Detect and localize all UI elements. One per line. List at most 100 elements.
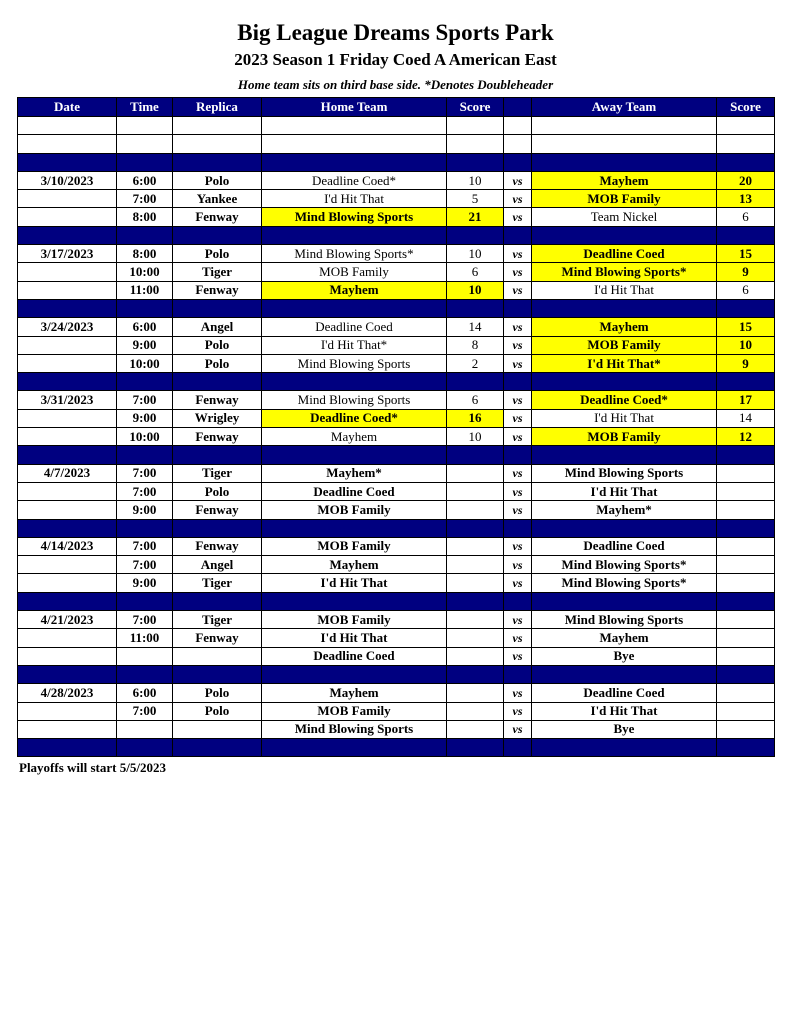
header-away-score: Score	[716, 97, 775, 117]
game-time: 7:00	[116, 463, 173, 483]
empty-cell	[503, 115, 532, 136]
game-replica-field: Fenway	[172, 628, 262, 648]
separator-cell	[116, 664, 173, 685]
home-score	[446, 536, 504, 557]
separator-cell	[116, 738, 173, 758]
game-row: 4/7/2023 7:00 Tiger Mayhem* vs Mind Blowing S…	[17, 463, 775, 483]
game-time: 7:00	[116, 610, 173, 630]
empty-cell	[17, 115, 117, 136]
separator-cell	[503, 664, 532, 685]
week-separator	[17, 298, 775, 319]
page-title: Big League Dreams Sports Park	[237, 20, 554, 45]
away-team: MOB Family	[531, 427, 717, 447]
vs-label: vs	[503, 335, 532, 355]
home-score	[446, 628, 504, 648]
game-row: Deadline Coed vs Bye	[17, 646, 775, 666]
separator-cell	[503, 738, 532, 758]
game-date	[17, 335, 117, 355]
separator-cell	[531, 372, 717, 392]
empty-cell	[116, 115, 173, 136]
empty-cell	[172, 115, 262, 136]
home-score: 10	[446, 280, 504, 300]
separator-cell	[503, 372, 532, 392]
separator-cell	[716, 518, 775, 538]
home-team: MOB Family	[261, 610, 447, 630]
separator-cell	[531, 591, 717, 612]
game-row: 11:00 Fenway Mayhem 10 vs I'd Hit That 6	[17, 280, 775, 300]
week-separator	[17, 738, 775, 758]
empty-cell	[261, 134, 447, 154]
away-team: Mind Blowing Sports*	[531, 262, 717, 282]
home-score: 21	[446, 207, 504, 227]
home-score: 10	[446, 244, 504, 264]
separator-cell	[172, 664, 262, 685]
game-replica-field	[172, 646, 262, 666]
header-time: Time	[116, 97, 173, 117]
vs-label: vs	[503, 244, 532, 264]
week-separator	[17, 445, 775, 465]
separator-cell	[172, 445, 262, 465]
game-replica-field: Fenway	[172, 536, 262, 557]
home-team: Mayhem	[261, 555, 447, 575]
home-score: 2	[446, 353, 504, 374]
game-time: 9:00	[116, 500, 173, 520]
home-team: I'd Hit That	[261, 573, 447, 593]
home-team: Mayhem*	[261, 463, 447, 483]
game-time: 11:00	[116, 280, 173, 300]
away-team: Mind Blowing Sports	[531, 610, 717, 630]
separator-cell	[503, 518, 532, 538]
separator-cell	[116, 591, 173, 612]
vs-label: vs	[503, 573, 532, 593]
home-team: I'd Hit That	[261, 628, 447, 648]
game-replica-field: Polo	[172, 170, 262, 191]
home-score	[446, 573, 504, 593]
home-score	[446, 610, 504, 630]
home-team: Mind Blowing Sports	[261, 719, 447, 740]
separator-cell	[17, 738, 117, 758]
playoffs-note: Playoffs will start 5/5/2023	[19, 760, 166, 775]
away-score: 9	[716, 353, 775, 374]
game-date	[17, 427, 117, 447]
home-score: 10	[446, 170, 504, 191]
game-time: 7:00	[116, 701, 173, 721]
away-team: Deadline Coed	[531, 536, 717, 557]
separator-cell	[116, 372, 173, 392]
separator-cell	[116, 518, 173, 538]
game-time	[116, 646, 173, 666]
away-score: 6	[716, 280, 775, 300]
separator-cell	[716, 225, 775, 246]
away-score: 14	[716, 408, 775, 429]
home-team: I'd Hit That*	[261, 335, 447, 355]
game-row: 7:00 Polo Deadline Coed vs I'd Hit That	[17, 481, 775, 502]
separator-cell	[503, 225, 532, 246]
separator-cell	[531, 518, 717, 538]
vs-label: vs	[503, 170, 532, 191]
separator-cell	[172, 298, 262, 319]
vs-label: vs	[503, 390, 532, 410]
week-separator	[17, 591, 775, 612]
blank-row	[17, 134, 775, 154]
separator-cell	[172, 152, 262, 172]
separator-cell	[716, 738, 775, 758]
game-replica-field: Polo	[172, 481, 262, 502]
away-score	[716, 555, 775, 575]
game-row: 10:00 Fenway Mayhem 10 vs MOB Family 12	[17, 427, 775, 447]
game-date	[17, 555, 117, 575]
game-replica-field: Fenway	[172, 500, 262, 520]
header-home-team: Home Team	[261, 97, 447, 117]
away-team: I'd Hit That	[531, 408, 717, 429]
empty-cell	[261, 115, 447, 136]
away-team: Mayhem*	[531, 500, 717, 520]
separator-cell	[261, 445, 447, 465]
vs-label: vs	[503, 207, 532, 227]
game-replica-field: Angel	[172, 317, 262, 337]
home-team: Deadline Coed	[261, 317, 447, 337]
game-date	[17, 573, 117, 593]
vs-label: vs	[503, 628, 532, 648]
game-replica-field: Tiger	[172, 573, 262, 593]
away-team: Deadline Coed	[531, 244, 717, 264]
separator-cell	[531, 298, 717, 319]
game-replica-field: Wrigley	[172, 408, 262, 429]
away-score: 15	[716, 317, 775, 337]
game-row: 7:00 Polo MOB Family vs I'd Hit That	[17, 701, 775, 721]
